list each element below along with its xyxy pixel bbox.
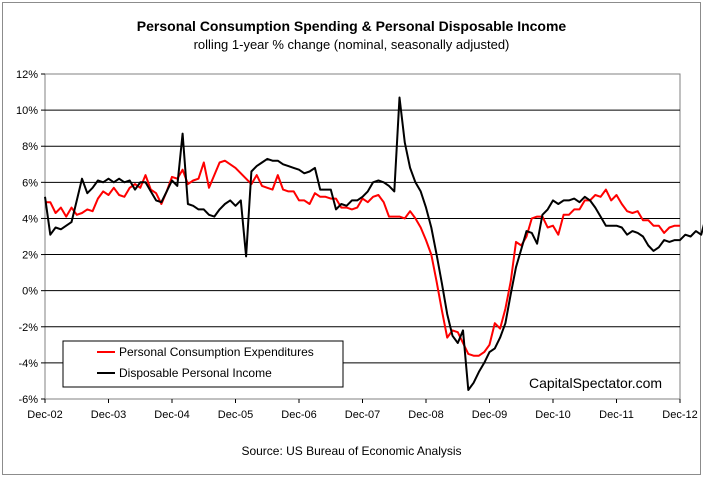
y-axis: 12% 10% 8% 6% 4% 2% 0% -2% -4% -6%	[16, 69, 45, 406]
x-tick-label: Dec-11	[599, 409, 634, 421]
y-tick-label: 8%	[22, 141, 38, 153]
x-tick-label: Dec-08	[408, 409, 443, 421]
series-line-income	[44, 96, 703, 391]
x-tick-label: Dec-06	[281, 409, 316, 421]
x-tick-label: Dec-02	[27, 409, 62, 421]
legend-label-consumption: Personal Consumption Expenditures	[119, 345, 314, 359]
y-tick-label: 12%	[16, 69, 38, 81]
y-tick-label: -4%	[18, 358, 38, 370]
source-note: Source: US Bureau of Economic Analysis	[241, 444, 462, 458]
x-axis: Dec-02 Dec-03 Dec-04 Dec-05 Dec-06 Dec-07 Dec-…	[27, 399, 698, 421]
y-tick-label: 6%	[22, 177, 38, 189]
x-tick-label: Dec-09	[472, 409, 507, 421]
chart-title: Personal Consumption Spending & Personal…	[136, 18, 567, 34]
y-tick-label: 10%	[16, 105, 38, 117]
x-tick-label: Dec-03	[91, 409, 126, 421]
series-layer	[44, 96, 703, 391]
x-tick-label: Dec-10	[535, 409, 570, 421]
legend-label-income: Disposable Personal Income	[119, 366, 272, 380]
y-tick-label: 2%	[22, 250, 38, 262]
watermark: CapitalSpectator.com	[529, 375, 662, 391]
y-tick-label: 0%	[22, 286, 38, 298]
y-tick-label: 4%	[22, 213, 38, 225]
chart-subtitle: rolling 1-year % change (nominal, season…	[193, 37, 510, 52]
legend: Personal Consumption Expenditures Dispos…	[62, 340, 344, 388]
x-tick-label: Dec-04	[154, 409, 189, 421]
gridlines	[45, 109, 680, 364]
x-tick-label: Dec-12	[662, 409, 697, 421]
y-tick-label: -6%	[18, 394, 38, 406]
x-tick-label: Dec-07	[345, 409, 380, 421]
x-tick-label: Dec-05	[218, 409, 253, 421]
legend-box	[62, 340, 344, 388]
y-tick-label: -2%	[18, 322, 38, 334]
